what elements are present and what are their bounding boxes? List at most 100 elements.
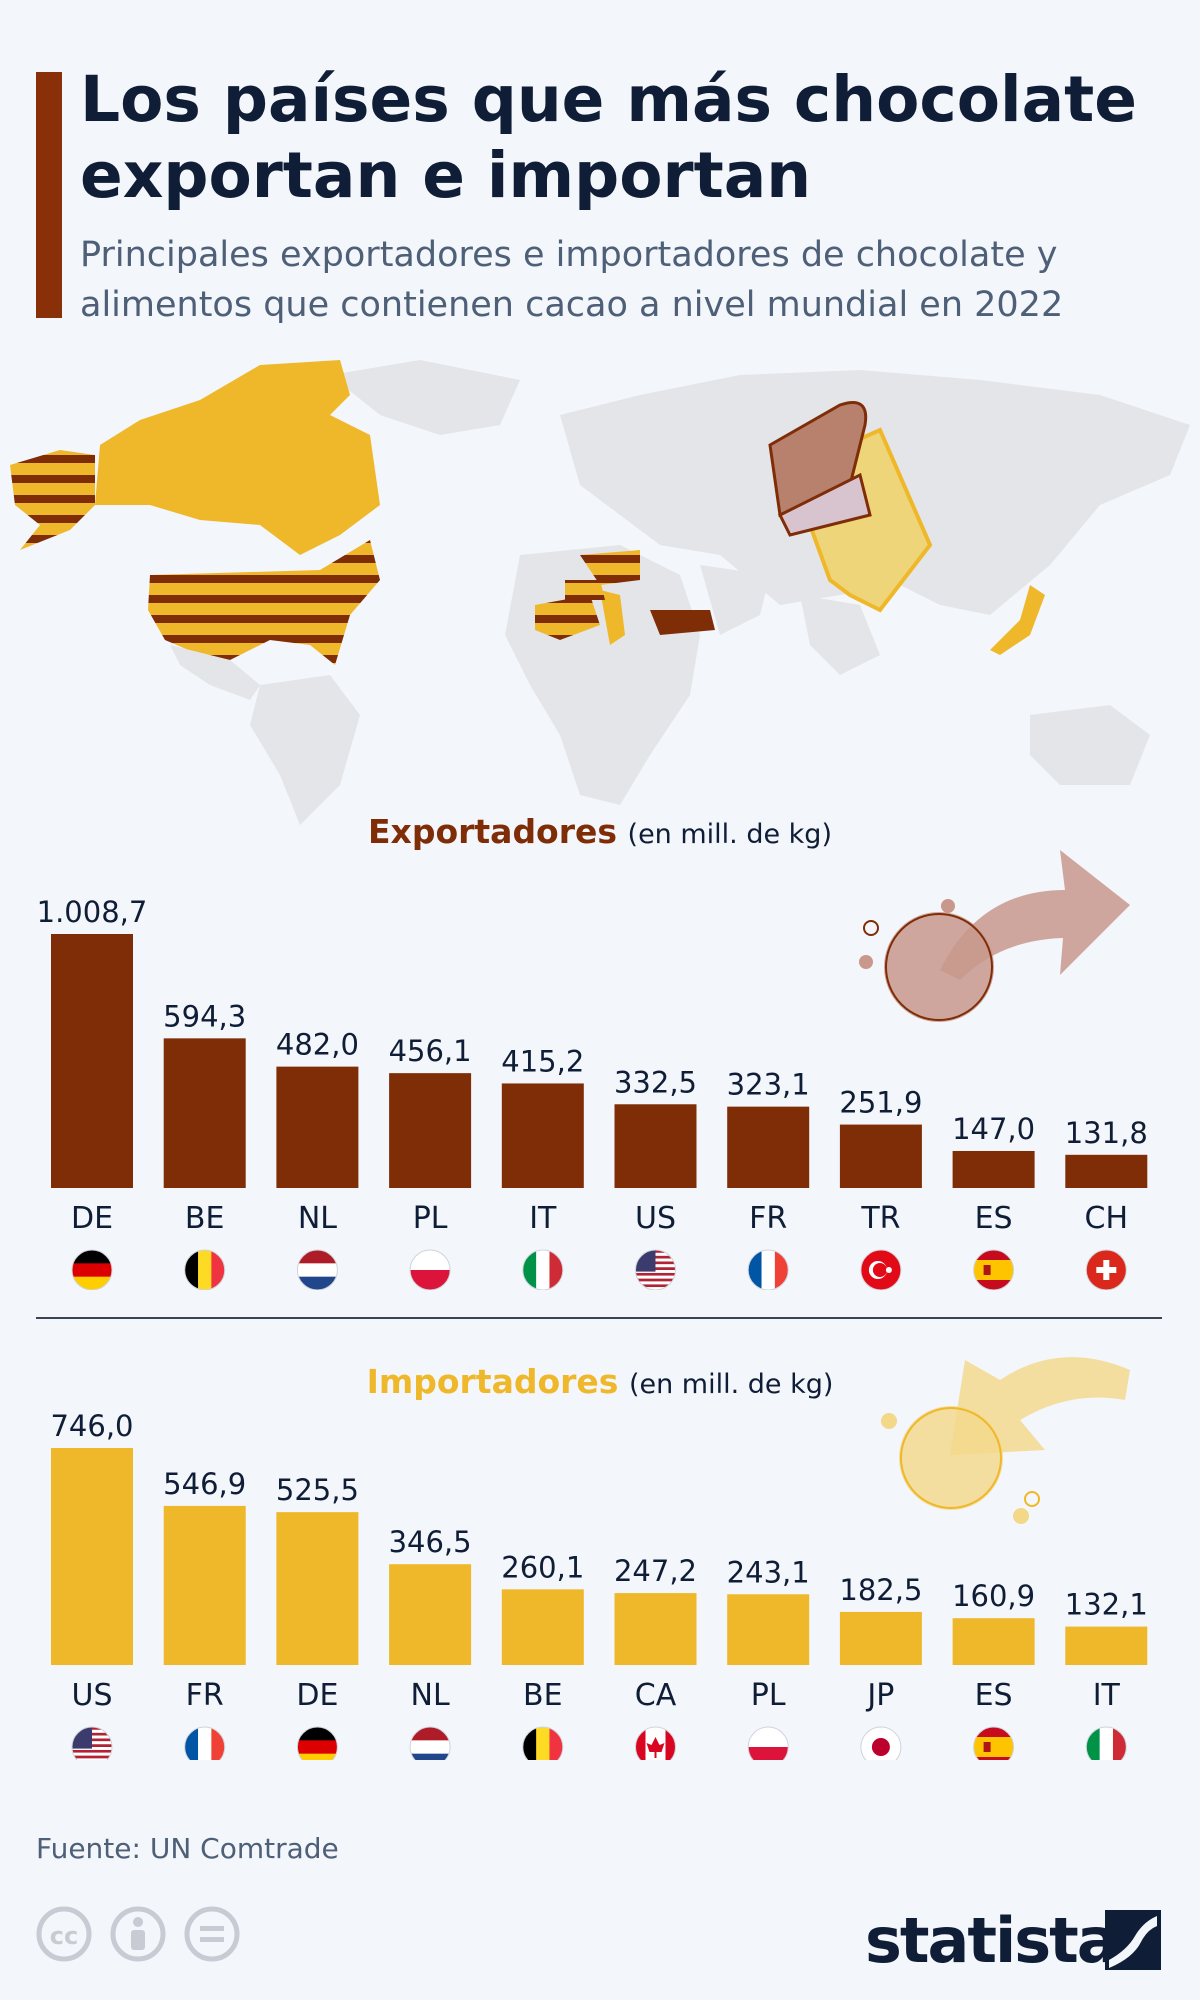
statista-logo-text: statista	[865, 1904, 1117, 1977]
page-subtitle: Principales exportadores e importadores …	[80, 235, 1064, 325]
category-label: FR	[749, 1201, 787, 1236]
page-title: Los países que más chocolate exportan e …	[80, 63, 1137, 212]
category-label: ES	[975, 1201, 1013, 1236]
import-arrow-icon	[881, 1357, 1130, 1524]
value-label: 132,1	[1065, 1588, 1148, 1622]
bar-es	[952, 1618, 1035, 1665]
value-label: 415,2	[501, 1044, 584, 1078]
value-label: 346,5	[389, 1525, 472, 1559]
value-label: 594,3	[163, 999, 246, 1033]
value-label: 323,1	[727, 1068, 810, 1102]
value-label: 546,9	[163, 1467, 246, 1501]
bar-be	[163, 1038, 246, 1188]
category-label: BE	[523, 1678, 563, 1713]
source-note: Fuente: UN Comtrade	[36, 1832, 339, 1865]
category-label: FR	[186, 1678, 224, 1713]
exporters-heading: Exportadores (en mill. de kg)	[0, 812, 1200, 851]
statista-logo: statista	[865, 1904, 1161, 1977]
category-label: US	[71, 1678, 112, 1713]
category-label: DE	[296, 1678, 338, 1713]
statista-logo-icon	[1105, 1910, 1161, 1970]
value-label: 147,0	[952, 1112, 1035, 1146]
bar-us	[614, 1104, 697, 1188]
license-icons: cc	[36, 1906, 240, 1962]
bar-jp	[839, 1611, 922, 1665]
flag-ca-icon	[635, 1726, 676, 1760]
attribution-icon	[110, 1906, 166, 1962]
category-label: PL	[413, 1201, 448, 1236]
value-label: 243,1	[727, 1555, 810, 1589]
cc-license-icon: cc	[36, 1906, 92, 1962]
bar-pl	[727, 1594, 810, 1665]
export-arrow-icon	[859, 850, 1130, 1022]
value-label: 525,5	[276, 1473, 359, 1507]
flag-fr-icon	[747, 1249, 789, 1290]
value-label: 247,2	[614, 1554, 697, 1588]
category-label: JP	[865, 1678, 894, 1713]
flag-ch-icon	[1085, 1249, 1127, 1290]
title-accent-bar	[36, 72, 62, 318]
chocolate-bar-icon	[768, 401, 933, 613]
flag-nl-icon	[296, 1249, 338, 1290]
flag-pl-icon	[409, 1249, 451, 1290]
flag-us-icon	[71, 1726, 113, 1760]
category-label: BE	[185, 1201, 225, 1236]
category-label: ES	[975, 1678, 1013, 1713]
value-label: 482,0	[276, 1028, 359, 1062]
importers-heading: Importadores (en mill. de kg)	[0, 1362, 1200, 1401]
value-label: 746,0	[50, 1409, 133, 1443]
bar-es	[952, 1150, 1035, 1188]
importers-title: Importadores	[366, 1362, 619, 1401]
value-label: 251,9	[839, 1086, 922, 1120]
svg-text:cc: cc	[50, 1922, 78, 1950]
bar-us	[51, 1448, 133, 1665]
flag-it-icon	[522, 1249, 564, 1290]
world-map-illustration	[10, 360, 1190, 825]
category-label: IT	[529, 1201, 557, 1236]
bar-fr	[163, 1505, 246, 1665]
value-label: 182,5	[839, 1573, 922, 1607]
category-label: US	[635, 1201, 676, 1236]
category-label: PL	[751, 1678, 786, 1713]
bar-nl	[389, 1564, 472, 1665]
flag-tr-icon	[860, 1249, 902, 1290]
bar-nl	[276, 1066, 359, 1188]
flag-us-icon	[635, 1249, 676, 1290]
category-label: IT	[1093, 1678, 1121, 1713]
value-label: 1.008,7	[37, 895, 148, 929]
exporters-unit: (en mill. de kg)	[627, 819, 832, 850]
flag-be-icon	[184, 1249, 226, 1290]
category-label: CH	[1085, 1201, 1129, 1236]
bar-de	[51, 934, 133, 1188]
flag-de-icon	[71, 1249, 113, 1290]
flag-es-icon	[973, 1249, 1015, 1290]
exporters-title: Exportadores	[368, 812, 618, 851]
flag-jp-icon	[860, 1726, 902, 1760]
bar-pl	[389, 1073, 472, 1188]
flag-de-icon	[296, 1726, 338, 1760]
value-label: 260,1	[501, 1550, 584, 1584]
category-label: DE	[71, 1201, 113, 1236]
category-label: TR	[860, 1201, 900, 1236]
value-label: 332,5	[614, 1065, 697, 1099]
flag-it-icon	[1085, 1726, 1127, 1760]
bar-be	[501, 1589, 584, 1665]
exporters-bar-chart: 1.008,7 DE 594,3 BE 482,0 NL 456,1 PL 415,2 IT 332…	[37, 850, 1148, 1290]
no-derivatives-icon	[184, 1906, 240, 1962]
value-label: 160,9	[952, 1579, 1035, 1613]
flag-fr-icon	[184, 1726, 226, 1760]
bar-fr	[727, 1106, 810, 1188]
section-divider	[36, 1317, 1162, 1319]
flag-pl-icon	[747, 1726, 789, 1760]
bar-de	[276, 1512, 359, 1665]
value-label: 131,8	[1065, 1116, 1148, 1150]
category-label: NL	[298, 1201, 337, 1236]
category-label: CA	[635, 1678, 677, 1713]
bar-tr	[839, 1124, 922, 1188]
bar-ca	[614, 1593, 697, 1665]
flag-es-icon	[973, 1726, 1015, 1760]
flag-be-icon	[522, 1726, 564, 1760]
bar-it	[501, 1083, 584, 1188]
importers-bar-chart: 746,0 US 546,9 FR 525,5 DE 346,5 NL 260,1 BE 247,2…	[50, 1357, 1148, 1760]
category-label: NL	[411, 1678, 450, 1713]
